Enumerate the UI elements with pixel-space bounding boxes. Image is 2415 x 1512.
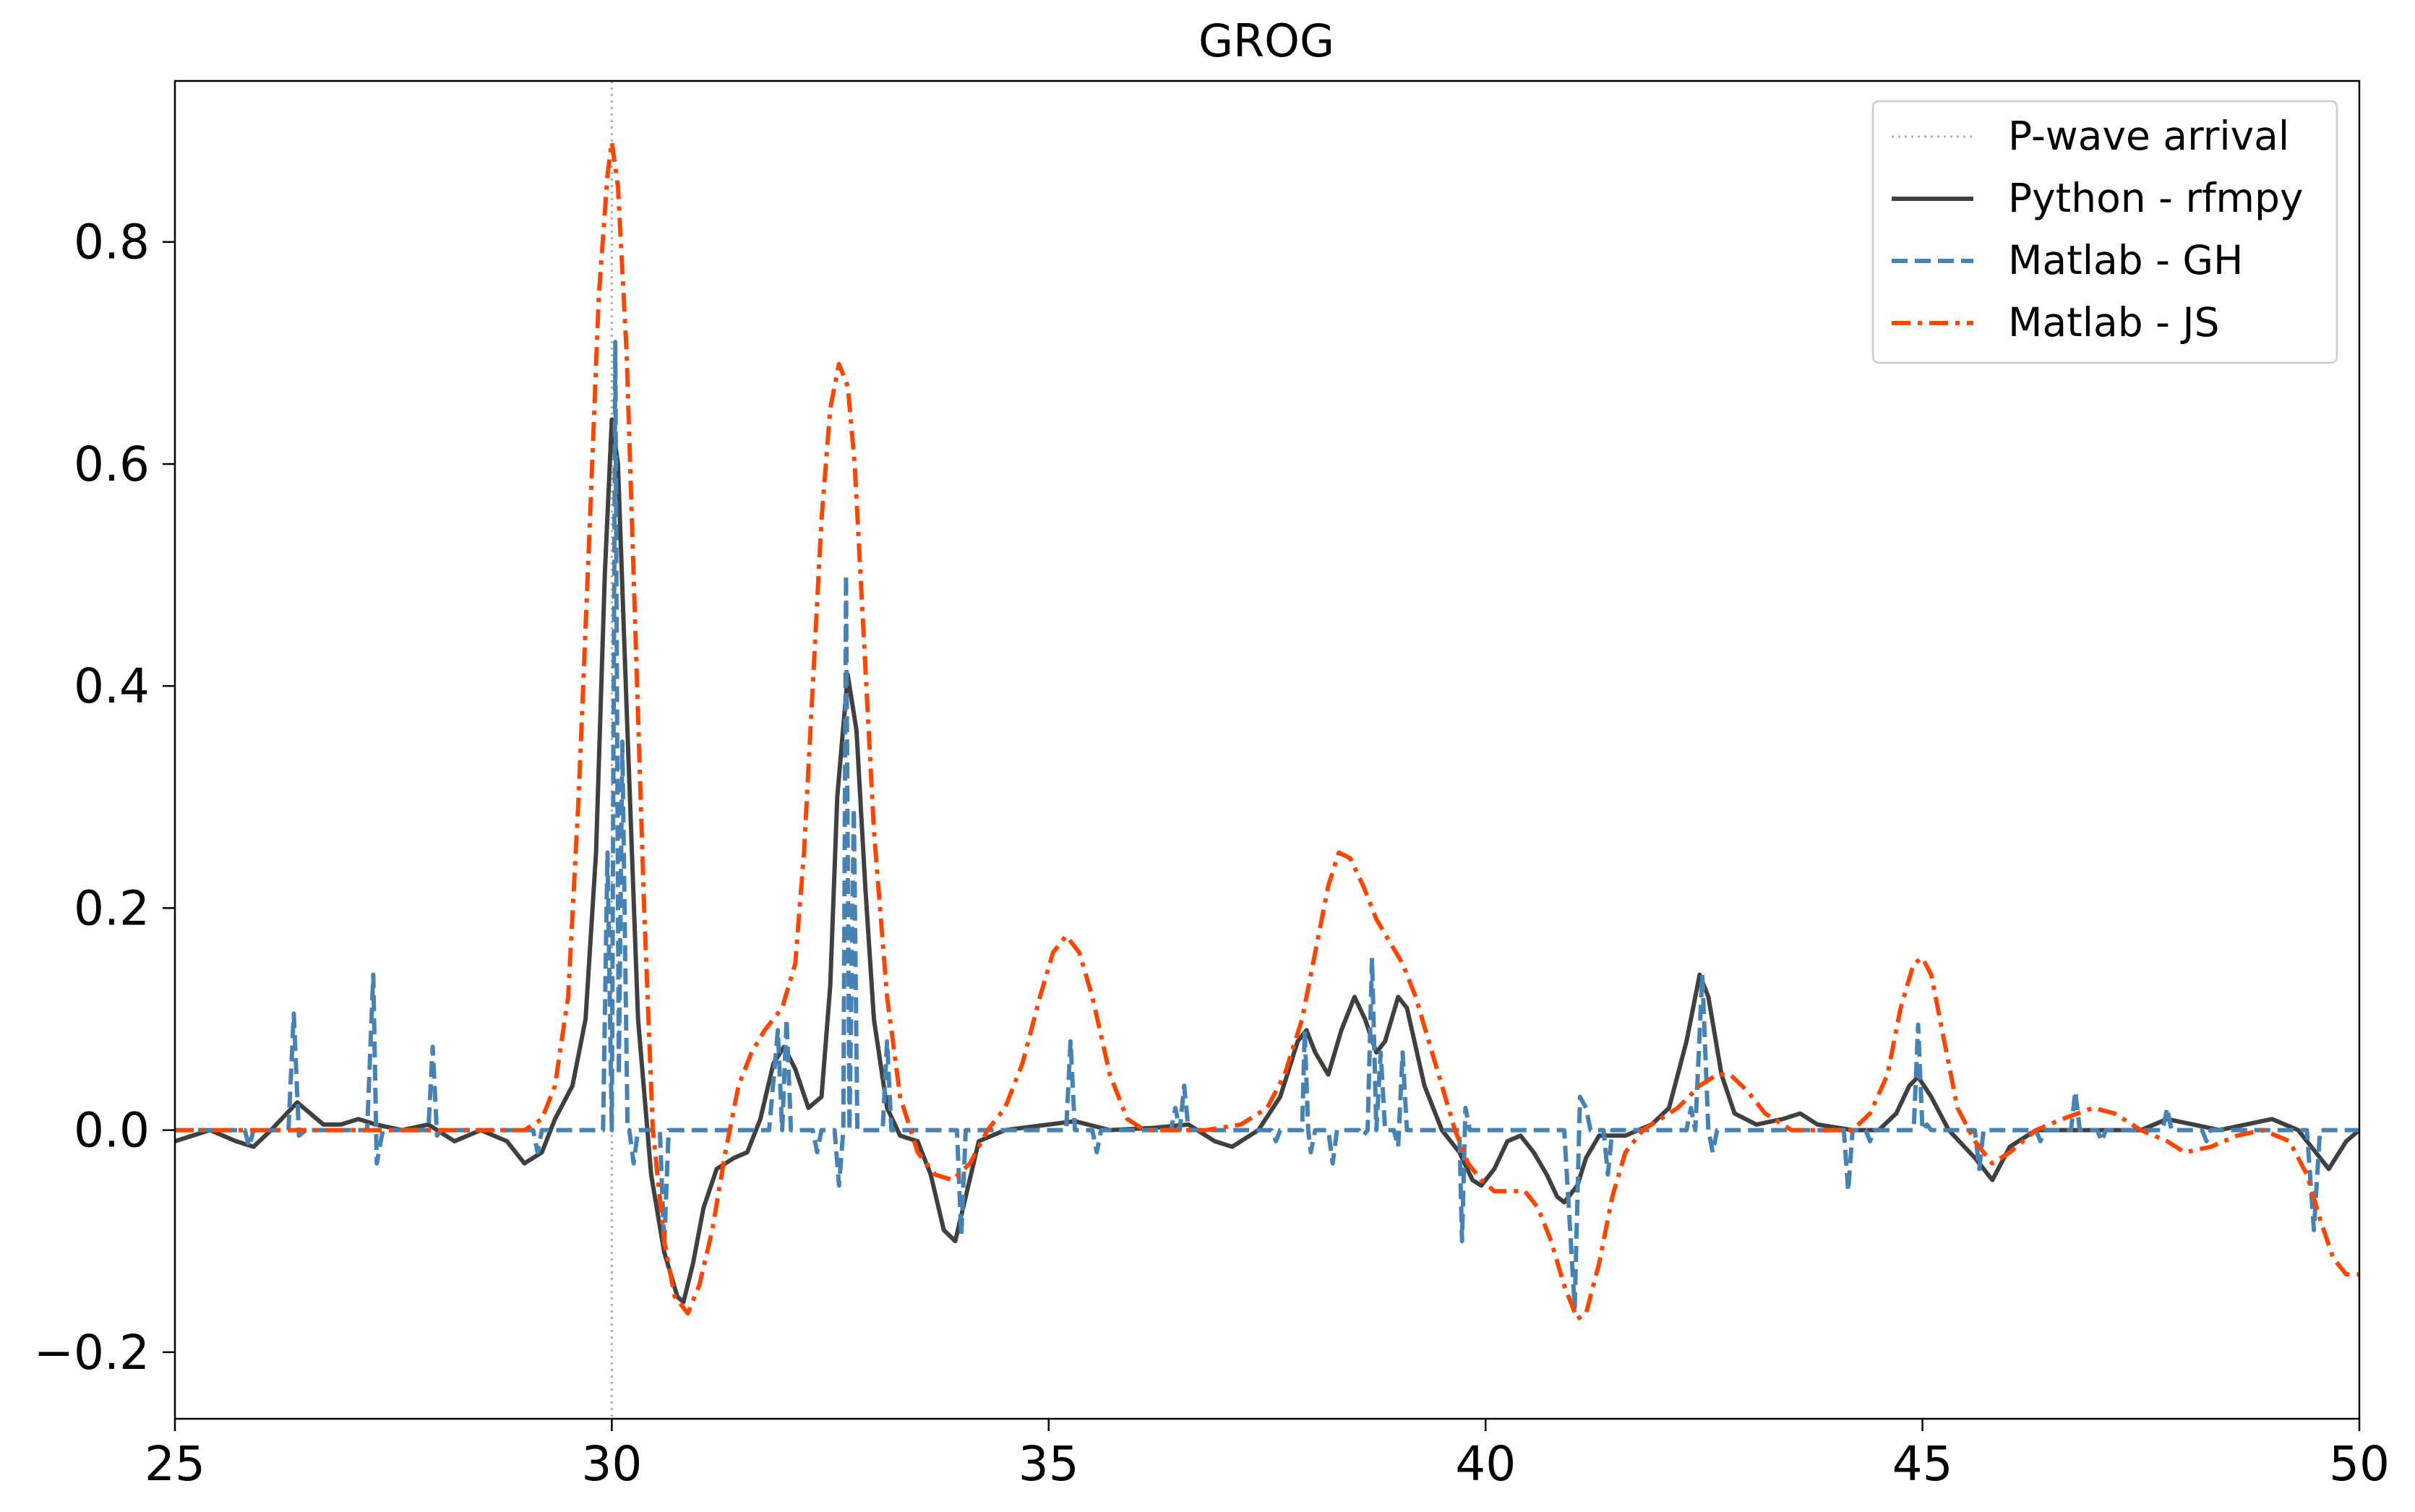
legend-box — [1871, 100, 2338, 364]
plot-content — [175, 81, 2359, 1419]
x-tick-label: 40 — [1455, 1436, 1516, 1492]
y-tick-label: 0.4 — [74, 658, 150, 714]
legend-label: Matlab - JS — [2008, 299, 2220, 345]
axes-frame — [173, 80, 2361, 1420]
x-tick-label: 30 — [581, 1436, 642, 1492]
y-tick-label: 0.2 — [74, 880, 150, 936]
series-line-matlab-js — [175, 139, 2359, 1321]
series-line-python-rfmpy — [175, 417, 2359, 1305]
series-line-matlab-gh — [175, 340, 2359, 1310]
plot-area — [175, 81, 2359, 1419]
legend-label: P-wave arrival — [2008, 113, 2289, 159]
legend-label: Python - rfmpy — [2008, 175, 2303, 221]
x-tick-label: 25 — [145, 1436, 205, 1492]
y-tick-label: 0.8 — [74, 215, 150, 270]
y-tick-label: 0.6 — [74, 437, 150, 492]
x-tick-label: 35 — [1018, 1436, 1079, 1492]
axes: 25 30 35 40 45 50 −0.2 0.0 0.2 0.4 0.6 0.8 — [34, 80, 2390, 1492]
chart-title: GROG — [1198, 14, 1334, 67]
x-tick-label: 50 — [2329, 1436, 2390, 1492]
legend-label: Matlab - GH — [2008, 237, 2243, 283]
x-tick-label: 45 — [1892, 1436, 1953, 1492]
y-tick-label: 0.0 — [74, 1103, 150, 1159]
legend: P-wave arrival Python - rfmpy Matlab - GH M… — [1871, 100, 2338, 364]
y-tick-label: −0.2 — [34, 1325, 150, 1380]
